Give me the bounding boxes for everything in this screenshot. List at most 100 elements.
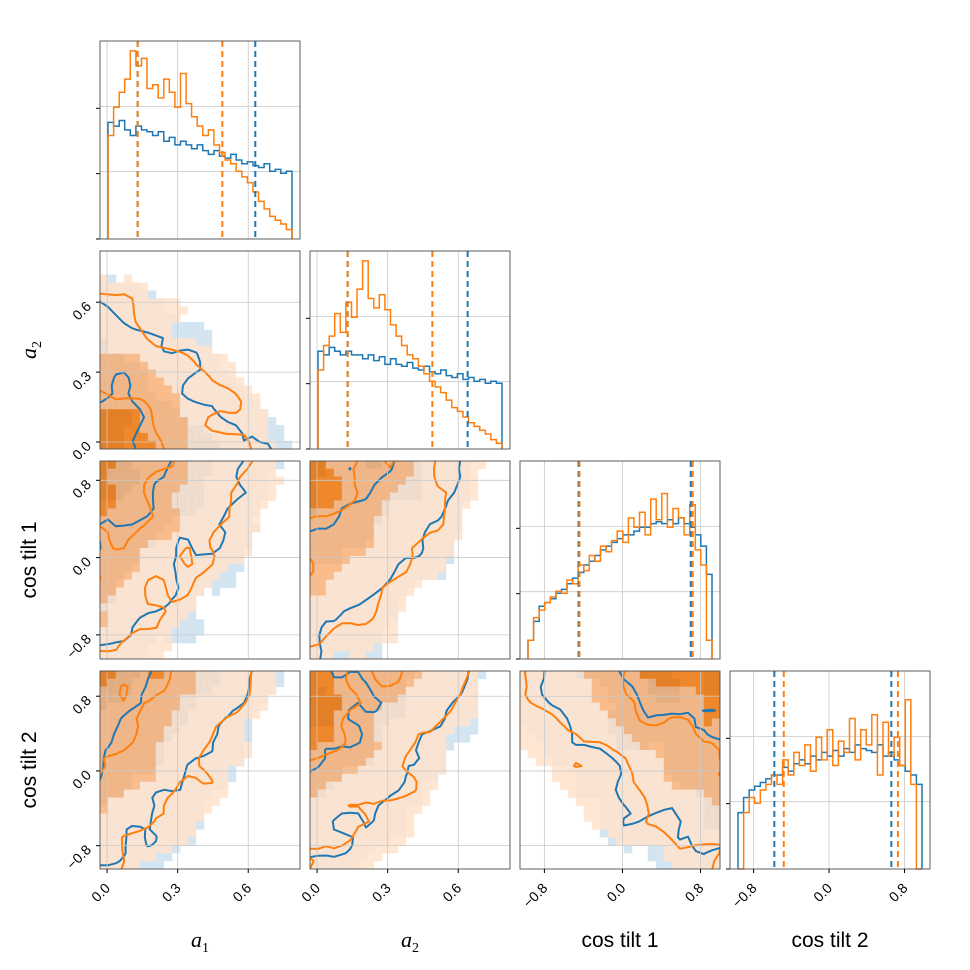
density-fill-cell bbox=[469, 686, 479, 695]
density-fill-cell bbox=[155, 306, 165, 315]
density-fill-cell bbox=[317, 837, 327, 846]
density-fill-cell bbox=[107, 563, 117, 573]
density-fill-cell bbox=[429, 678, 439, 688]
density-fill-cell bbox=[357, 619, 367, 628]
density-fill-cell bbox=[405, 734, 415, 743]
density-fill-cell bbox=[647, 734, 657, 743]
density-fill-cell bbox=[171, 627, 181, 636]
density-fill-cell bbox=[349, 571, 359, 580]
density-fill-cell bbox=[325, 750, 335, 759]
density-fill-cell bbox=[115, 409, 125, 418]
density-fill-cell bbox=[333, 547, 343, 557]
density-fill-cell bbox=[131, 765, 141, 775]
density-fill-cell bbox=[123, 353, 133, 363]
density-fill-cell bbox=[163, 595, 173, 604]
density-fill-cell bbox=[429, 571, 439, 580]
density-fill-cell bbox=[373, 619, 383, 628]
density-fill-cell bbox=[461, 726, 471, 735]
density-fill-cell bbox=[107, 532, 117, 541]
density-fill-cell bbox=[147, 773, 157, 783]
density-fill-cell bbox=[115, 635, 125, 644]
density-fill-cell bbox=[147, 579, 157, 588]
density-fill-cell bbox=[203, 484, 213, 493]
density-fill-cell bbox=[147, 619, 157, 628]
density-fill-cell bbox=[695, 852, 705, 862]
density-fill-cell bbox=[171, 401, 181, 410]
density-fill-cell bbox=[687, 757, 697, 767]
density-fill-cell bbox=[429, 710, 439, 719]
density-fill-cell bbox=[341, 773, 351, 783]
density-fill-cell bbox=[203, 671, 213, 680]
density-fill-cell bbox=[413, 571, 423, 580]
density-fill-cell bbox=[381, 532, 391, 541]
density-fill-cell bbox=[333, 635, 343, 644]
density-fill-cell bbox=[163, 805, 173, 814]
density-fill-cell bbox=[179, 468, 189, 478]
density-fill-cell bbox=[139, 694, 149, 703]
density-fill-cell bbox=[631, 710, 641, 719]
density-fill-cell bbox=[405, 686, 415, 695]
density-fill-cell bbox=[445, 540, 455, 549]
density-fill-cell bbox=[115, 361, 125, 370]
density-fill-cell bbox=[115, 532, 125, 541]
density-fill-cell bbox=[389, 750, 399, 759]
density-fill-cell bbox=[147, 860, 157, 869]
density-fill-cell bbox=[211, 765, 221, 775]
density-fill-cell bbox=[671, 718, 681, 727]
density-fill-cell bbox=[397, 742, 407, 751]
density-fill-cell bbox=[349, 805, 359, 814]
density-fill-cell bbox=[195, 813, 205, 822]
density-fill-cell bbox=[219, 476, 229, 485]
density-fill-cell bbox=[100, 813, 109, 822]
density-fill-cell bbox=[373, 845, 383, 854]
density-fill-cell bbox=[187, 797, 197, 806]
density-fill-cell bbox=[131, 425, 141, 434]
density-fill-cell bbox=[397, 686, 407, 695]
density-fill-cell bbox=[131, 461, 141, 470]
density-fill-cell bbox=[115, 345, 125, 355]
density-fill-cell bbox=[663, 821, 673, 830]
density-fill-cell bbox=[381, 571, 391, 580]
density-fill-cell bbox=[357, 587, 367, 596]
density-fill-cell bbox=[695, 671, 705, 680]
density-fill-cell bbox=[687, 765, 697, 775]
density-fill-cell bbox=[381, 547, 391, 557]
density-fill-cell bbox=[437, 734, 447, 743]
density-fill-cell bbox=[429, 734, 439, 743]
density-fill-cell bbox=[195, 773, 205, 783]
density-fill-cell bbox=[679, 718, 689, 727]
density-fill-cell bbox=[679, 726, 689, 735]
density-fill-cell bbox=[139, 532, 149, 541]
density-fill-cell bbox=[203, 385, 213, 394]
density-fill-cell bbox=[100, 726, 109, 735]
density-fill-cell bbox=[131, 635, 141, 644]
density-fill-cell bbox=[195, 579, 205, 588]
density-fill-cell bbox=[235, 710, 245, 719]
density-fill-cell bbox=[559, 781, 569, 790]
density-fill-cell bbox=[107, 409, 117, 418]
density-fill-cell bbox=[147, 726, 157, 735]
density-fill-cell bbox=[115, 611, 125, 620]
density-fill-cell bbox=[235, 532, 245, 541]
density-fill-cell bbox=[695, 797, 705, 806]
density-fill-cell bbox=[219, 742, 229, 751]
density-fill-cell bbox=[639, 750, 649, 759]
density-fill-cell bbox=[333, 500, 343, 509]
density-fill-cell bbox=[147, 797, 157, 806]
density-fill-cell bbox=[711, 710, 720, 719]
density-fill-cell bbox=[679, 734, 689, 743]
x-tick-label: −0.8 bbox=[729, 880, 760, 911]
density-fill-cell bbox=[631, 813, 641, 822]
density-fill-cell bbox=[437, 694, 447, 703]
density-fill-cell bbox=[115, 734, 125, 743]
density-fill-cell bbox=[317, 781, 327, 790]
panel-frame bbox=[309, 250, 511, 450]
density-fill-cell bbox=[195, 532, 205, 541]
density-fill-cell bbox=[195, 718, 205, 727]
density-fill-cell bbox=[131, 345, 141, 355]
density-fill-cell bbox=[527, 718, 537, 727]
density-fill-cell bbox=[219, 563, 229, 573]
density-fill-cell bbox=[171, 718, 181, 727]
density-fill-cell bbox=[147, 377, 157, 386]
density-fill-cell bbox=[349, 587, 359, 596]
